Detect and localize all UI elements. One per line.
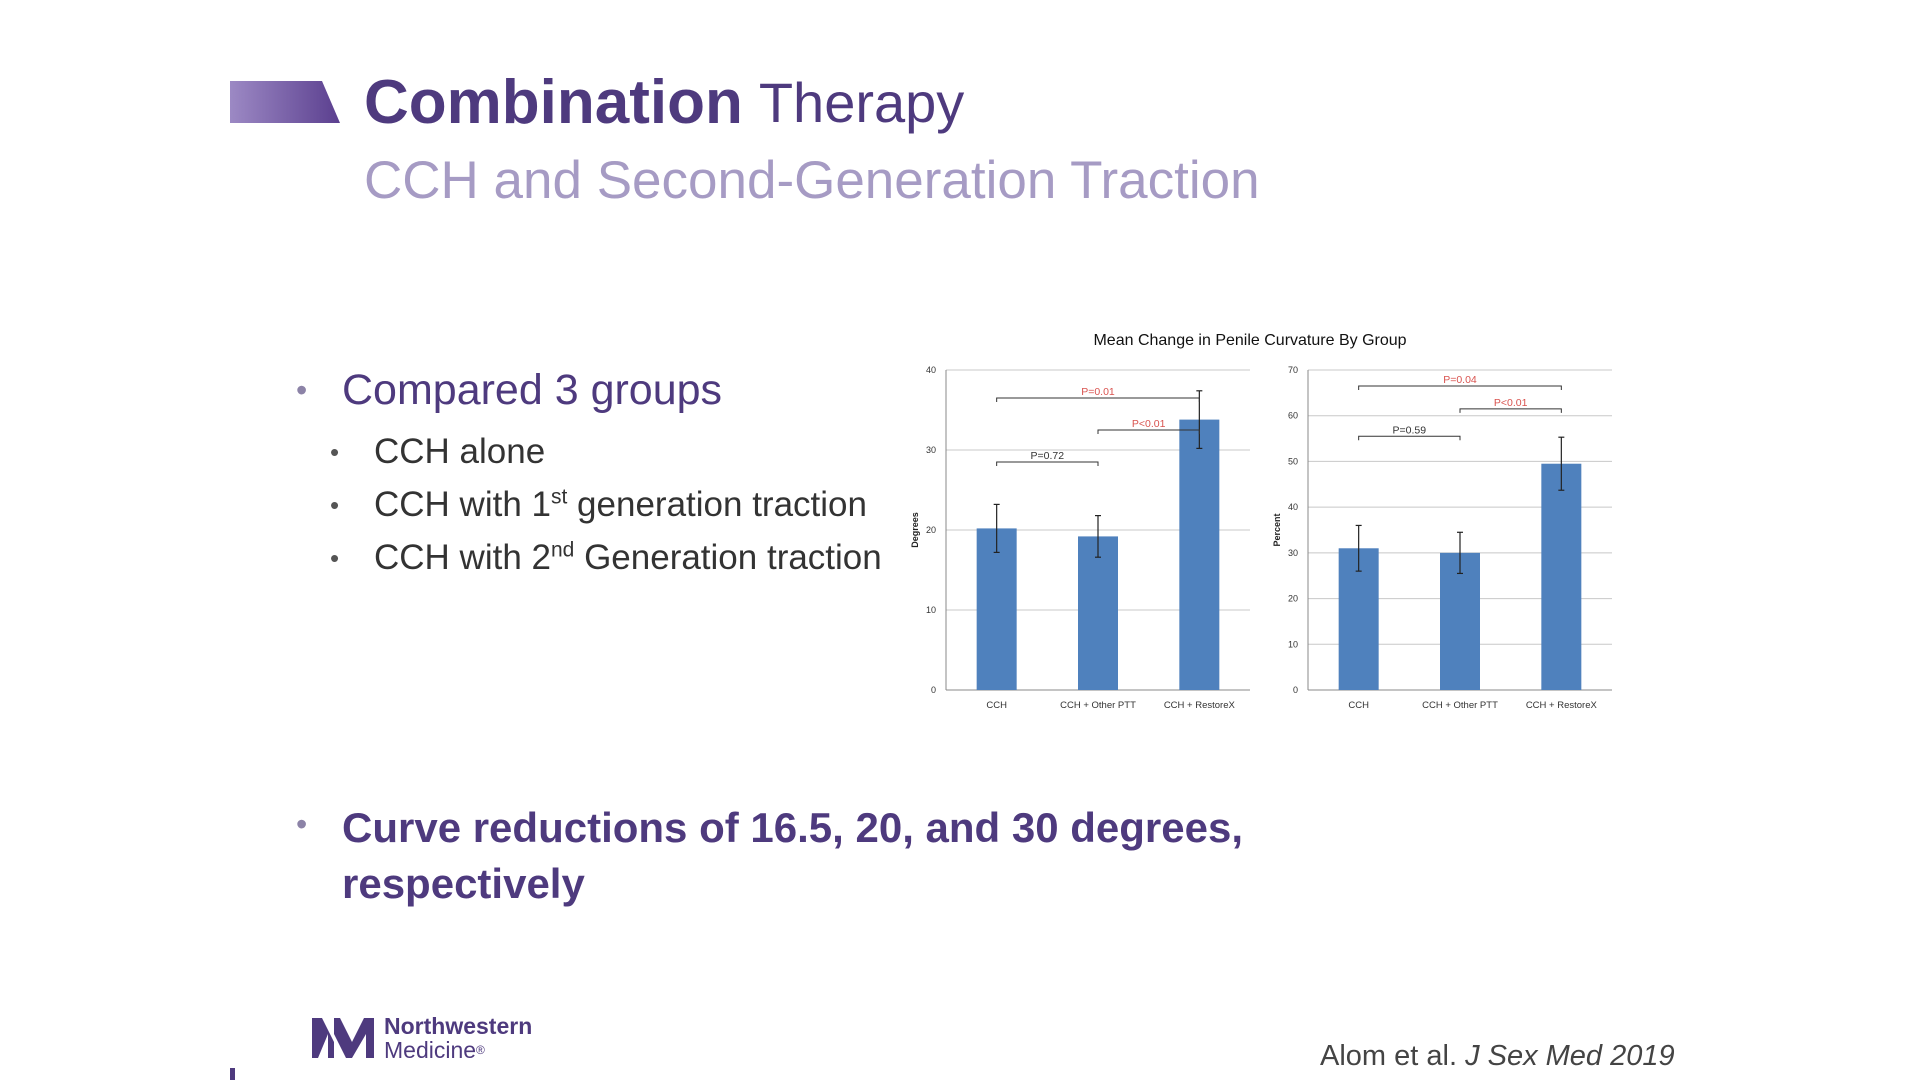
bullet-dot: • [330,437,340,467]
logo-registered-mark: ® [476,1043,485,1057]
p-value-label: P=0.59 [1393,424,1427,436]
citation-authors: Alom et al. [1320,1040,1457,1072]
bar [1338,548,1379,690]
bullet-text: Curve reductions of 16.5, 20, and 30 deg… [342,804,1244,907]
y-axis-label: Degrees [910,512,920,548]
y-tick-label: 70 [1288,365,1298,375]
bar [1078,536,1118,690]
x-tick-label: CCH + RestoreX [1526,700,1598,711]
bullet-dot: • [330,490,340,520]
comparison-bracket [1459,408,1562,413]
comparison-bracket [1097,429,1200,434]
chart-title: Mean Change in Penile Curvature By Group [1093,332,1407,349]
y-tick-label: 10 [926,605,936,615]
y-tick-label: 40 [1288,502,1298,512]
y-tick-label: 0 [1293,685,1298,695]
bullet-text-post: Generation traction [574,538,882,577]
title-accent-bar [230,81,340,123]
logo-line-2: Medicine® [384,1038,532,1062]
citation: Alom et al. J Sex Med 2019 [1320,1040,1675,1073]
bullet-text: CCH with 2nd Generation traction [374,538,882,578]
slide-edge-marker [230,1068,235,1080]
x-tick-label: CCH + Other PTT [1060,700,1136,711]
nm-logo-icon [312,1018,374,1058]
northwestern-medicine-logo: Northwestern Medicine® [312,1014,532,1062]
slide-subtitle: CCH and Second-Generation Traction [364,151,1260,210]
bullet-text-sup: st [550,485,568,509]
slide-title: Combination Therapy [230,62,964,142]
y-tick-label: 20 [1288,594,1298,604]
y-tick-label: 50 [1288,456,1298,466]
citation-journal: J Sex Med 2019 [1465,1040,1675,1072]
x-tick-label: CCH [986,700,1007,711]
p-value-label: P=0.72 [1031,450,1065,462]
bullet-dot: • [296,806,308,842]
y-tick-label: 30 [926,445,936,455]
bar-charts: 0 10 20 30 40 Degrees CCH CCH + Other PTT CCH + … [910,365,1612,711]
p-value-label: P<0.01 [1132,418,1166,430]
title-bold: Combination [364,67,743,137]
p-value-label: P<0.01 [1494,397,1528,409]
x-tick-label: CCH + Other PTT [1422,700,1498,711]
x-tick-label: CCH [1348,700,1369,711]
logo-line-2-text: Medicine [384,1037,477,1063]
bar [976,528,1017,690]
y-tick-label: 30 [1288,548,1298,558]
y-tick-label: 60 [1288,411,1298,421]
bullet-text-post: generation traction [567,485,867,524]
comparison-bracket [996,461,1099,466]
bullet-text-sup: nd [550,538,575,562]
y-tick-label: 40 [926,365,936,375]
bullet-text-pre: CCH with 2 [374,538,551,577]
bar [1541,463,1582,690]
bullet-text: Compared 3 groups [342,366,723,414]
bullet-dot: • [330,543,340,573]
p-value-label: P=0.01 [1081,386,1115,398]
bullet-dot: • [296,372,308,408]
bullet-text-pre: CCH with 1 [374,485,551,524]
comparison-bracket [996,397,1200,402]
y-tick-label: 10 [1288,639,1298,649]
y-axis-label: Percent [1272,513,1282,546]
comparison-bracket [1358,385,1562,390]
bar [1179,419,1220,690]
logo-line-1: Northwestern [384,1013,533,1039]
x-tick-label: CCH + RestoreX [1164,700,1236,711]
comparison-bracket [1358,435,1461,441]
title-light: Therapy [758,70,965,134]
y-tick-label: 20 [926,525,936,535]
y-tick-label: 0 [931,685,936,695]
bullet-text: CCH alone [374,432,546,471]
bullet-text: CCH with 1st generation traction [374,485,867,525]
p-value-label: P=0.04 [1443,374,1477,386]
bar [1440,552,1480,690]
